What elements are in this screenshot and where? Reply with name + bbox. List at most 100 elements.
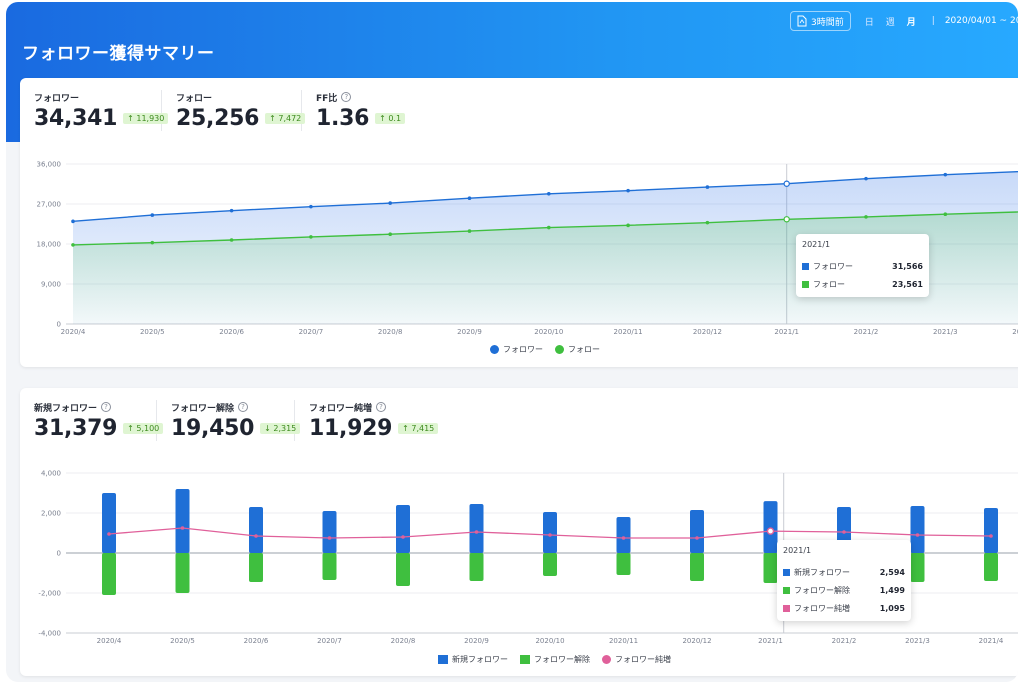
tooltip-value: 23,561 bbox=[892, 279, 923, 289]
follower-summary-card: フォロワー 34,341 ↑ 11,930 フォロー 25,256 ↑ 7,47… bbox=[20, 78, 1018, 367]
series-swatch bbox=[783, 604, 790, 612]
tooltip-row: 新規フォロワー 2,594 bbox=[783, 563, 905, 581]
legend-swatch bbox=[438, 655, 448, 664]
kpi-label: フォロー bbox=[176, 93, 213, 104]
bar-unfollows bbox=[910, 553, 925, 582]
bar-unfollows bbox=[690, 553, 704, 581]
period-month[interactable]: 月 bbox=[906, 17, 916, 28]
y-tick-label: 27,000 bbox=[37, 201, 62, 209]
x-tick-label: 2020/6 bbox=[244, 637, 269, 645]
bar-new-followers bbox=[543, 512, 557, 553]
data-point bbox=[626, 188, 630, 193]
tooltip-value: 31,566 bbox=[892, 261, 923, 271]
data-point bbox=[548, 533, 552, 537]
x-tick-label: 2020/5 bbox=[140, 328, 165, 336]
legend-item-net-followers[interactable]: フォロワー純増 bbox=[602, 654, 671, 665]
bar-new-followers bbox=[396, 505, 410, 553]
bar-unfollows bbox=[984, 553, 998, 581]
x-tick-label: 2020/8 bbox=[378, 328, 403, 336]
question-circle-icon[interactable]: ? bbox=[101, 402, 112, 412]
kpi-net-followers: フォロワー純増 ? 11,929 ↑ 7,415 bbox=[295, 400, 452, 441]
dashboard-frame: フォロワー獲得サマリー 3時間前 日 週 月 | 2020/04/01 ~ 20… bbox=[6, 2, 1018, 682]
tooltip-row: フォロワー解除 1,499 bbox=[783, 581, 905, 599]
data-point bbox=[467, 229, 472, 233]
kpi-row: フォロワー 34,341 ↑ 11,930 フォロー 25,256 ↑ 7,47… bbox=[20, 90, 419, 131]
x-tick-label: 2021/3 bbox=[933, 328, 958, 336]
data-point bbox=[943, 172, 948, 177]
legend-item-new-followers[interactable]: 新規フォロワー bbox=[438, 654, 508, 665]
delta-badge: ↑ 5,100 bbox=[123, 423, 164, 434]
x-tick-label: 2020/4 bbox=[61, 328, 86, 336]
data-point bbox=[705, 220, 710, 225]
legend-item-followers[interactable]: フォロワー bbox=[490, 344, 543, 355]
data-point bbox=[705, 185, 710, 189]
legend-label: フォロワー bbox=[503, 345, 543, 354]
follower-change-bar-chart[interactable]: 4,000 2,000 0 -2,000 -4,000 2020/4 2020/5 2020/… bbox=[20, 388, 1018, 676]
tooltip-value: 2,594 bbox=[879, 567, 905, 577]
x-tick-label: 2020/4 bbox=[97, 637, 122, 645]
bar-new-followers bbox=[763, 501, 778, 553]
bar-unfollows bbox=[175, 553, 190, 593]
chart-tooltip: 2021/1 新規フォロワー 2,594 フォロワー解除 1,499 フォロワー… bbox=[777, 540, 911, 621]
data-point bbox=[766, 527, 775, 535]
series-swatch bbox=[783, 568, 790, 576]
legend-swatch bbox=[555, 345, 564, 354]
data-point bbox=[180, 526, 185, 530]
data-point bbox=[842, 530, 846, 534]
data-point bbox=[229, 238, 234, 242]
series-swatch bbox=[802, 262, 809, 270]
kpi-value: 25,256 bbox=[176, 106, 260, 131]
series-area bbox=[73, 211, 1018, 324]
legend-item-unfollows[interactable]: フォロワー解除 bbox=[520, 654, 590, 665]
delta-badge: ↑ 7,472 bbox=[265, 113, 306, 124]
data-point bbox=[71, 219, 75, 224]
bar-new-followers bbox=[910, 506, 925, 553]
kpi-value: 11,929 bbox=[309, 416, 393, 441]
question-circle-icon[interactable]: ? bbox=[341, 92, 352, 102]
x-tick-label: 2021/4 bbox=[979, 637, 1004, 645]
data-point bbox=[401, 535, 405, 539]
x-tick-label: 2021/4 bbox=[1012, 328, 1018, 336]
y-tick-label: -2,000 bbox=[38, 590, 61, 598]
toolbar: 3時間前 日 週 月 | 2020/04/01 ~ 2021/ bbox=[790, 10, 1018, 32]
question-circle-icon[interactable]: ? bbox=[376, 402, 387, 412]
bar-unfollows bbox=[543, 553, 557, 576]
x-tick-label: 2021/1 bbox=[758, 637, 783, 645]
legend-item-following[interactable]: フォロー bbox=[555, 344, 600, 355]
data-point bbox=[309, 235, 313, 239]
data-point bbox=[150, 240, 155, 245]
data-point bbox=[229, 208, 234, 213]
y-tick-label: 9,000 bbox=[41, 281, 61, 289]
tooltip-value: 1,095 bbox=[879, 603, 905, 613]
x-tick-label: 2020/8 bbox=[391, 637, 416, 645]
bar-new-followers bbox=[249, 507, 263, 553]
data-point bbox=[621, 536, 626, 540]
legend-swatch bbox=[602, 655, 611, 664]
bar-new-followers bbox=[690, 510, 704, 553]
x-tick-label: 2020/9 bbox=[457, 328, 482, 336]
date-range[interactable]: 2020/04/01 ~ 2021/ bbox=[944, 16, 1018, 26]
x-tick-label: 2020/11 bbox=[609, 637, 638, 645]
bar-new-followers bbox=[175, 489, 190, 553]
data-point bbox=[474, 530, 479, 534]
x-tick-label: 2021/3 bbox=[905, 637, 930, 645]
question-circle-icon[interactable]: ? bbox=[238, 402, 249, 412]
chart-legend: フォロワー フォロー bbox=[490, 344, 600, 355]
refresh-time-button[interactable]: 3時間前 bbox=[790, 11, 851, 31]
kpi-label: フォロワー bbox=[34, 93, 80, 104]
y-tick-label: 0 bbox=[57, 321, 61, 329]
data-point bbox=[309, 204, 313, 209]
kpi-new-followers: 新規フォロワー ? 31,379 ↑ 5,100 bbox=[20, 400, 164, 441]
legend-label: フォロワー純増 bbox=[615, 655, 671, 664]
bar-unfollows bbox=[469, 553, 484, 581]
y-tick-label: -4,000 bbox=[38, 630, 61, 638]
period-week[interactable]: 週 bbox=[885, 17, 895, 28]
toolbar-separator: | bbox=[931, 16, 935, 26]
x-tick-label: 2020/11 bbox=[614, 328, 643, 336]
legend-label: 新規フォロワー bbox=[452, 655, 508, 664]
period-day[interactable]: 日 bbox=[864, 17, 874, 28]
y-tick-label: 0 bbox=[57, 550, 61, 558]
chart-legend: 新規フォロワー フォロワー解除 フォロワー純増 bbox=[438, 654, 671, 665]
kpi-row: 新規フォロワー ? 31,379 ↑ 5,100 フォロワー解除 ? 19,45… bbox=[20, 400, 452, 441]
